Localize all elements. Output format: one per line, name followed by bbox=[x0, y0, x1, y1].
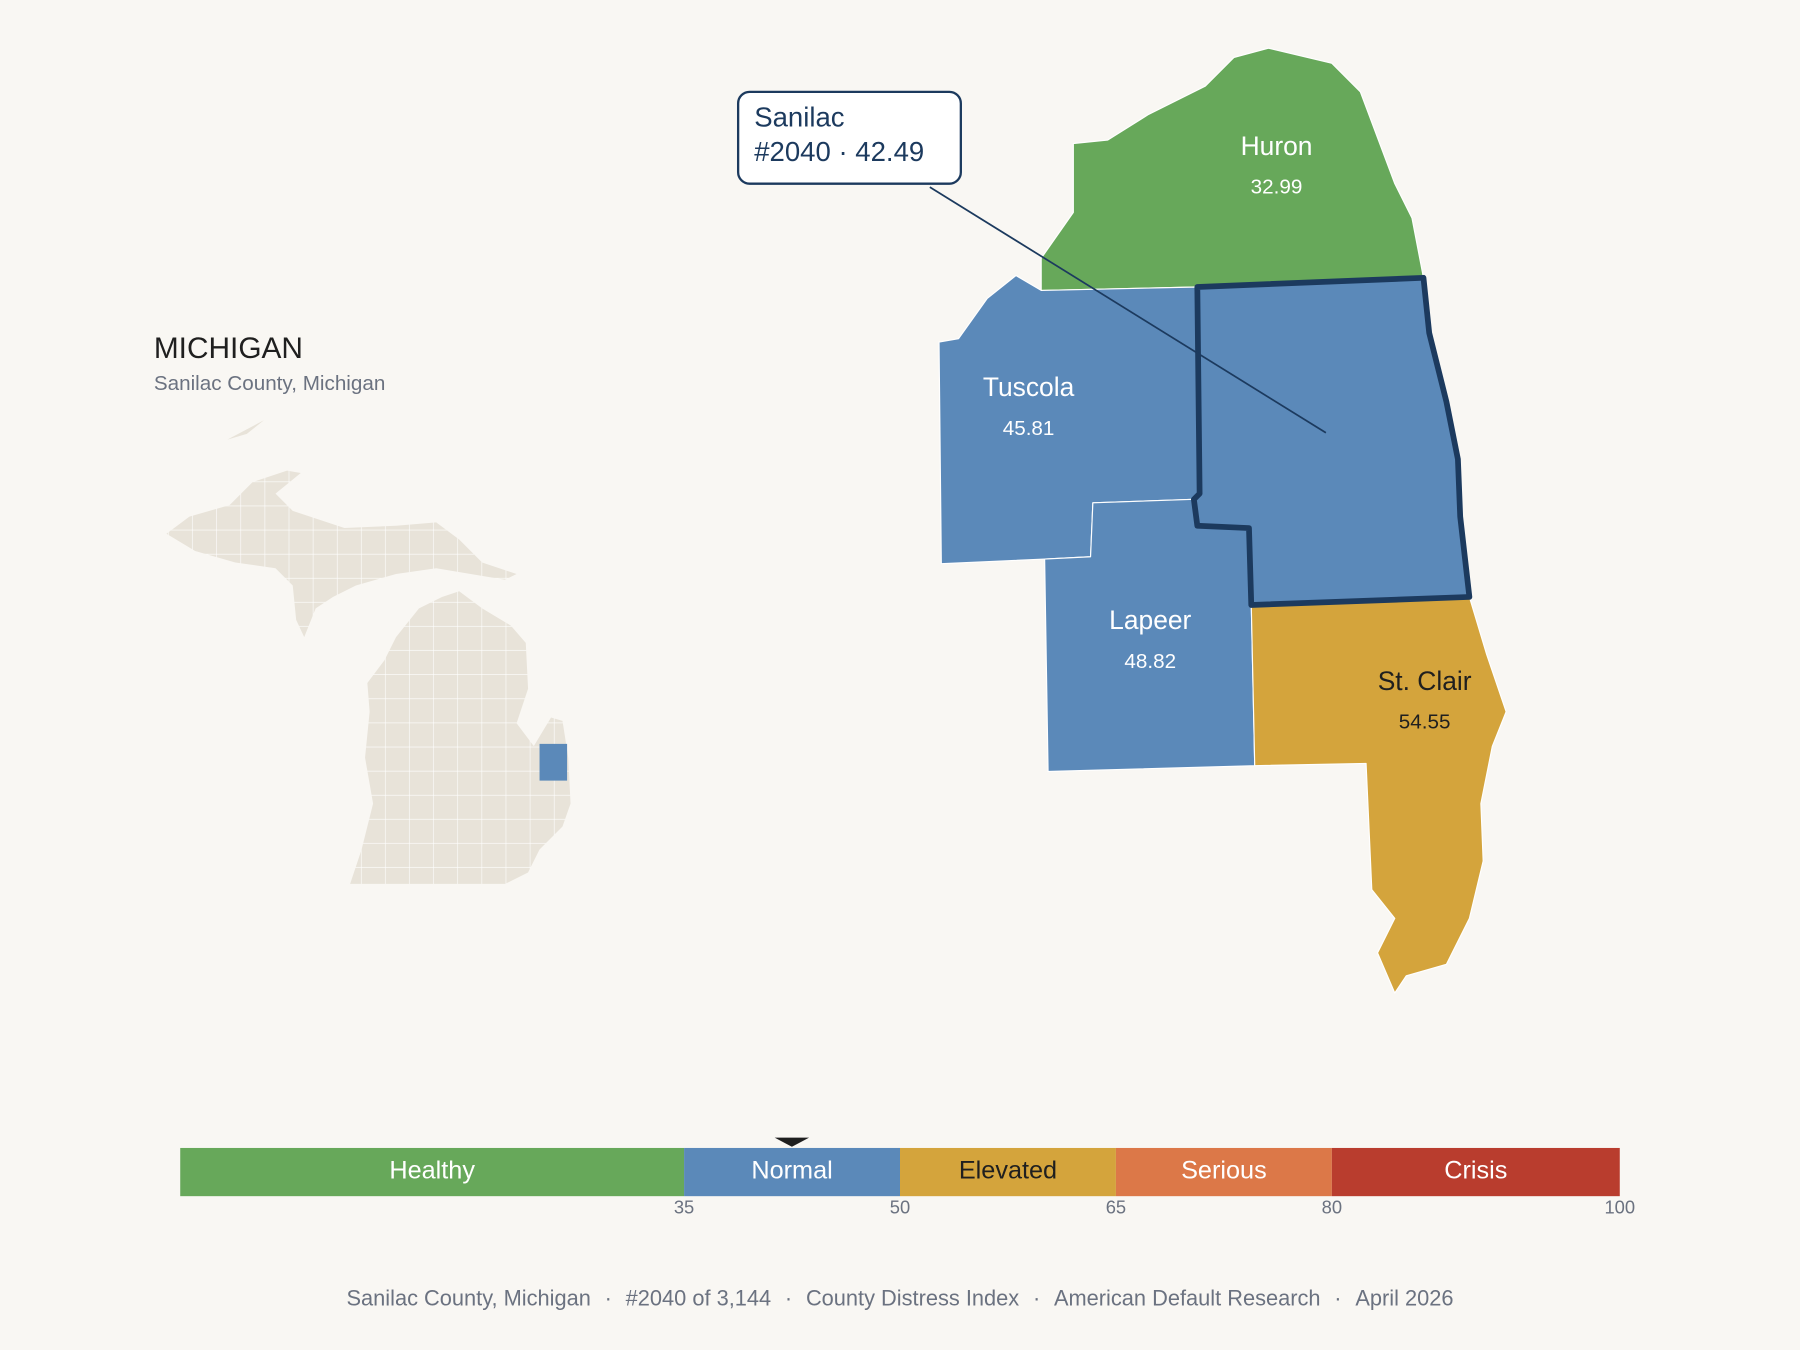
state-subtitle: Sanilac County, Michigan bbox=[154, 372, 386, 395]
legend-label: Healthy bbox=[389, 1157, 475, 1185]
legend-label: Serious bbox=[1181, 1157, 1267, 1185]
county bbox=[1250, 596, 1507, 994]
inset-county bbox=[539, 743, 568, 781]
island bbox=[227, 420, 265, 440]
county-name: St. Clair bbox=[1378, 666, 1472, 696]
state-inset bbox=[166, 420, 571, 884]
county bbox=[1191, 274, 1473, 608]
legend-segment bbox=[1331, 1147, 1620, 1197]
county-map: Huron 32.99 Tuscola 45.81 Lapeer 48.82 St. Cla… bbox=[938, 47, 1507, 994]
footer-separator: · bbox=[1033, 1285, 1040, 1310]
lower-peninsula bbox=[350, 591, 571, 884]
legend-tick-label: 35 bbox=[674, 1197, 694, 1218]
callout-detail: #2040 · 42.49 bbox=[754, 136, 924, 167]
footer-item: County Distress Index bbox=[806, 1285, 1019, 1310]
legend: Healthy Normal Elevated Serious Crisis 35 50 65… bbox=[180, 1137, 1635, 1218]
footer: Sanilac County, Michigan · #2040 of 3,144 ·… bbox=[347, 1285, 1454, 1310]
legend-label: Elevated bbox=[959, 1157, 1057, 1185]
county-name: Tuscola bbox=[983, 372, 1075, 402]
legend-tick-label: 80 bbox=[1322, 1197, 1342, 1218]
callout-title: Sanilac bbox=[754, 102, 845, 133]
legend-tick-label: 100 bbox=[1604, 1197, 1635, 1218]
legend-segment bbox=[1115, 1147, 1332, 1197]
legend-tick-label: 65 bbox=[1106, 1197, 1126, 1218]
county bbox=[1040, 47, 1425, 292]
footer-separator: · bbox=[605, 1285, 612, 1310]
footer-separator: · bbox=[785, 1285, 792, 1310]
footer-separator: · bbox=[1334, 1285, 1341, 1310]
legend-segment bbox=[900, 1147, 1116, 1197]
callout-leader bbox=[929, 186, 1327, 434]
footer-item: American Default Research bbox=[1054, 1285, 1321, 1310]
footer-item: April 2026 bbox=[1355, 1285, 1453, 1310]
footer-item: #2040 of 3,144 bbox=[626, 1285, 771, 1310]
legend-segment bbox=[180, 1147, 685, 1197]
legend-label: Normal bbox=[751, 1157, 832, 1185]
upper-peninsula bbox=[166, 470, 517, 638]
county-name: Huron bbox=[1241, 131, 1313, 161]
legend-tick-label: 50 bbox=[890, 1197, 910, 1218]
callout-box bbox=[736, 90, 962, 185]
county-score: 48.82 bbox=[1124, 650, 1176, 673]
county-score: 32.99 bbox=[1251, 176, 1303, 199]
county-name: Lapeer bbox=[1109, 605, 1191, 635]
footer-item: Sanilac County, Michigan bbox=[347, 1285, 591, 1310]
county-score: 54.55 bbox=[1399, 711, 1451, 734]
legend-segment bbox=[684, 1147, 900, 1197]
score-marker bbox=[774, 1137, 810, 1147]
county-score: 45.81 bbox=[1003, 417, 1055, 440]
legend-label: Crisis bbox=[1444, 1157, 1507, 1185]
state-title: MICHIGAN bbox=[154, 332, 303, 365]
